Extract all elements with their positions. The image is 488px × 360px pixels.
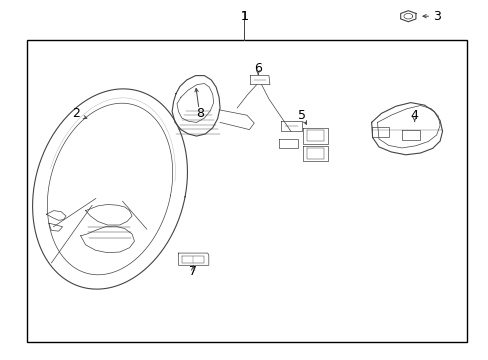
Text: 5: 5 bbox=[298, 109, 305, 122]
Text: 1: 1 bbox=[240, 10, 248, 23]
Text: 3: 3 bbox=[432, 10, 440, 23]
Text: 2: 2 bbox=[72, 107, 80, 120]
Text: 8: 8 bbox=[196, 107, 204, 120]
Text: 6: 6 bbox=[254, 62, 262, 75]
Text: 4: 4 bbox=[410, 109, 418, 122]
Text: 7: 7 bbox=[189, 265, 197, 278]
Text: 1: 1 bbox=[240, 10, 248, 23]
Bar bbox=[27, 40, 466, 342]
